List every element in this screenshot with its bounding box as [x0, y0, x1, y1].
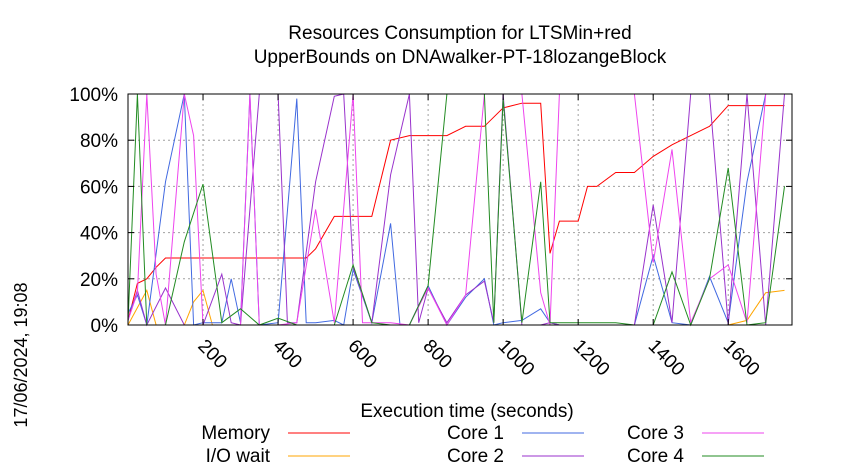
- chart-title-line-1: Resources Consumption for LTSMin+red: [288, 23, 631, 44]
- legend-label-core-4: Core 4: [627, 446, 684, 467]
- x-tick-label: 1200: [569, 336, 614, 381]
- x-tick-label: 1400: [644, 336, 689, 381]
- x-tick-label: 1000: [494, 336, 539, 381]
- series-line-core-3: [127, 93, 785, 327]
- y-tick-label: 100%: [69, 85, 118, 106]
- series-lines: [127, 93, 785, 327]
- y-tick-label: 80%: [80, 131, 118, 152]
- series-line-memory: [127, 102, 785, 321]
- chart-title-line-2: UpperBounds on DNAwalker-PT-18lozangeBlo…: [254, 47, 667, 68]
- x-tick-label: 1600: [719, 336, 764, 381]
- grid-lines: [128, 94, 792, 325]
- y-tick-label: 40%: [80, 224, 118, 245]
- legend-label-core-3: Core 3: [627, 423, 684, 444]
- x-tick-label: 800: [419, 336, 456, 373]
- y-tick-label: 0%: [91, 316, 119, 337]
- y-axis-ticks: 0% 20% 40% 60% 80% 100%: [69, 85, 792, 337]
- chart-title: Resources Consumption for LTSMin+red Uppe…: [254, 23, 667, 68]
- x-tick-label: 400: [269, 336, 306, 373]
- legend-label-core-2: Core 2: [447, 446, 504, 467]
- legend-label-i-o-wait: I/O wait: [206, 446, 271, 467]
- x-tick-label: 600: [344, 336, 381, 373]
- series-line-core-2: [127, 93, 785, 327]
- y-tick-label: 20%: [80, 270, 118, 291]
- plot-frame: [127, 93, 793, 326]
- series-line-core-1: [127, 93, 785, 327]
- series-line-core-4: [127, 93, 785, 327]
- x-axis-ticks: 200 400 600 800 1000 1200 1400 1600: [193, 94, 763, 380]
- timestamp-label: 17/06/2024, 19:08: [11, 282, 31, 427]
- x-tick-label: 200: [193, 336, 230, 373]
- y-tick-label: 60%: [80, 177, 118, 198]
- legend-label-memory: Memory: [201, 423, 270, 444]
- legend-label-core-1: Core 1: [447, 423, 504, 444]
- x-axis-label: Execution time (seconds): [360, 401, 573, 422]
